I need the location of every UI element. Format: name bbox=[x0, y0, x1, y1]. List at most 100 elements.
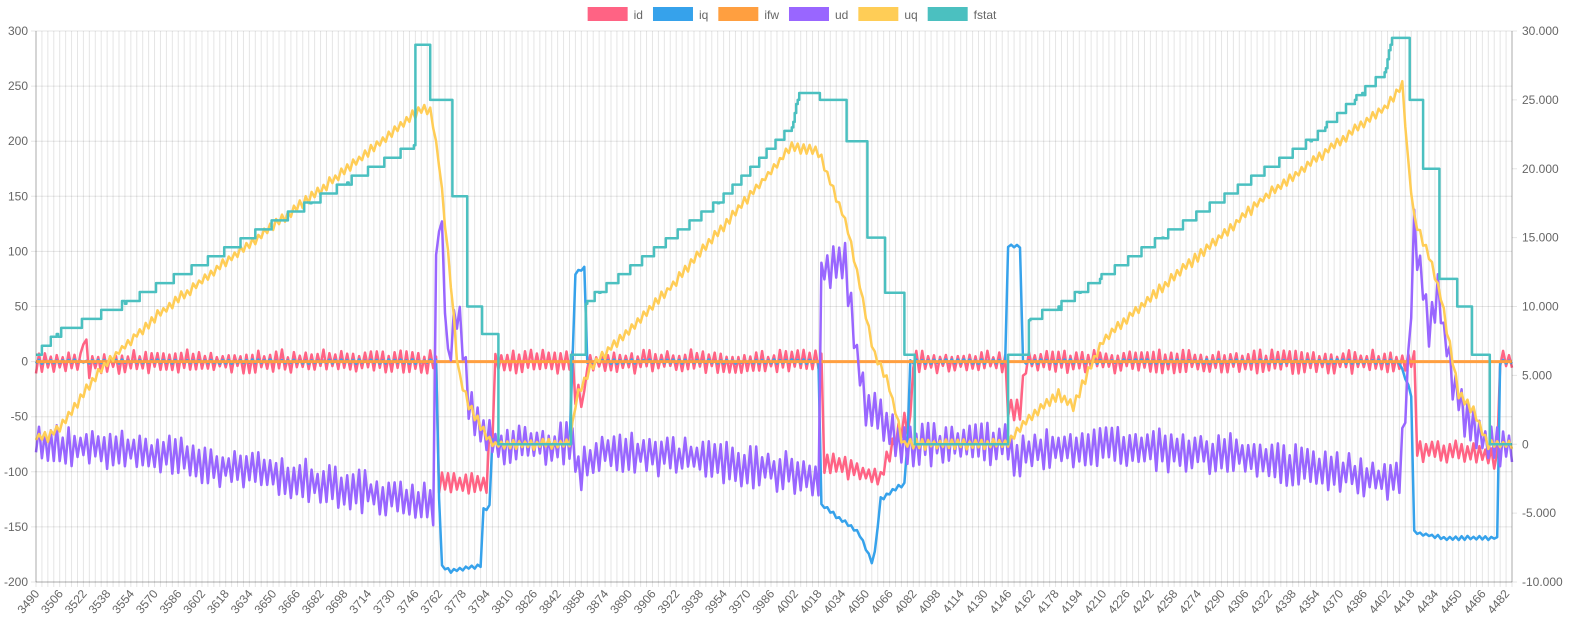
x-tick-label: 3986 bbox=[749, 587, 777, 617]
legend-label-id[interactable]: id bbox=[634, 8, 643, 22]
y-left-tick-label: 300 bbox=[8, 24, 28, 38]
x-tick-label: 4466 bbox=[1461, 587, 1489, 617]
x-tick-label: 3570 bbox=[133, 587, 161, 617]
x-tick-label: 3650 bbox=[252, 587, 280, 617]
legend-swatch-ifw[interactable] bbox=[718, 7, 759, 21]
y-left-tick-label: 250 bbox=[8, 79, 28, 93]
y-left-tick-label: 50 bbox=[15, 300, 29, 314]
x-tick-label: 3970 bbox=[726, 587, 754, 617]
series-line-fstat bbox=[36, 36, 1512, 446]
x-tick-label: 4146 bbox=[987, 587, 1015, 617]
x-tick-label: 4450 bbox=[1437, 587, 1465, 617]
y-right-tick-label: 25.000 bbox=[1522, 93, 1559, 107]
legend-swatch-iq[interactable] bbox=[652, 7, 693, 21]
x-tick-label: 4370 bbox=[1319, 587, 1347, 617]
y-left-tick-label: -100 bbox=[4, 465, 28, 479]
x-tick-label: 4402 bbox=[1366, 587, 1394, 617]
x-tick-label: 3858 bbox=[560, 587, 588, 617]
x-tick-label: 3922 bbox=[655, 587, 683, 617]
x-tick-label: 4098 bbox=[915, 587, 943, 617]
series-line-ud bbox=[34, 208, 1514, 527]
legend-label-iq[interactable]: iq bbox=[699, 8, 708, 22]
x-tick-label: 3586 bbox=[157, 587, 185, 617]
x-tick-label: 4386 bbox=[1342, 587, 1370, 617]
x-tick-label: 4034 bbox=[821, 587, 849, 617]
legend-label-ud[interactable]: ud bbox=[835, 8, 848, 22]
y-right-tick-label: 20.000 bbox=[1522, 162, 1559, 176]
x-tick-label: 3698 bbox=[323, 587, 351, 617]
y-right-tick-label: 30.000 bbox=[1522, 24, 1559, 38]
y-right-tick-label: -10.000 bbox=[1522, 575, 1563, 589]
x-tick-label: 3762 bbox=[417, 587, 445, 617]
x-tick-label: 3634 bbox=[228, 587, 256, 617]
x-tick-label: 4002 bbox=[773, 587, 801, 617]
legend-label-uq[interactable]: uq bbox=[904, 8, 917, 22]
legend-swatch-id[interactable] bbox=[587, 7, 628, 21]
x-tick-label: 4018 bbox=[797, 587, 825, 617]
series-line-id bbox=[34, 338, 1514, 495]
legend: id iq ifw ud uq fstat bbox=[587, 7, 997, 22]
y-right-tick-label: -5.000 bbox=[1522, 506, 1556, 520]
legend-swatch-uq[interactable] bbox=[858, 7, 899, 21]
x-tick-label: 4290 bbox=[1200, 587, 1228, 617]
x-tick-label: 3938 bbox=[678, 587, 706, 617]
x-tick-label: 3618 bbox=[204, 587, 232, 617]
x-tick-label: 3746 bbox=[394, 587, 422, 617]
x-tick-label: 4178 bbox=[1034, 587, 1062, 617]
series-layer bbox=[34, 36, 1514, 574]
x-tick-label: 3874 bbox=[583, 587, 611, 617]
x-tick-label: 3490 bbox=[14, 587, 42, 617]
x-tick-label: 4338 bbox=[1271, 587, 1299, 617]
y-left-tick-label: 200 bbox=[8, 134, 28, 148]
x-tick-label: 3890 bbox=[607, 587, 635, 617]
x-tick-label: 3506 bbox=[38, 587, 66, 617]
x-tick-label: 3842 bbox=[536, 587, 564, 617]
legend-label-ifw[interactable]: ifw bbox=[764, 8, 779, 22]
y-left-tick-label: -150 bbox=[4, 520, 28, 534]
x-tick-label: 3794 bbox=[465, 587, 493, 617]
x-tick-label: 3906 bbox=[631, 587, 659, 617]
x-tick-label: 3682 bbox=[299, 587, 327, 617]
y-right-tick-label: 0 bbox=[1522, 437, 1529, 451]
y-left-tick-label: 0 bbox=[21, 355, 28, 369]
y-left-tick-label: -50 bbox=[11, 410, 29, 424]
x-tick-label: 3810 bbox=[489, 587, 517, 617]
x-tick-label: 4434 bbox=[1413, 587, 1441, 617]
y-left-tick-label: -200 bbox=[4, 575, 28, 589]
y-left-tick-label: 100 bbox=[8, 244, 28, 258]
x-tick-label: 3730 bbox=[370, 587, 398, 617]
legend-swatch-ud[interactable] bbox=[788, 7, 829, 21]
x-tick-label: 3714 bbox=[346, 587, 374, 617]
x-tick-label: 4114 bbox=[940, 587, 968, 616]
x-tick-label: 4226 bbox=[1105, 587, 1133, 617]
legend-label-fstat[interactable]: fstat bbox=[974, 8, 997, 22]
x-tick-label: 4050 bbox=[844, 587, 872, 617]
grid-lines bbox=[31, 30, 1517, 587]
x-tick-label: 4322 bbox=[1247, 587, 1275, 617]
x-tick-label: 4242 bbox=[1129, 587, 1157, 617]
x-tick-label: 4354 bbox=[1295, 587, 1323, 617]
y-left-tick-label: 150 bbox=[8, 189, 28, 203]
series-line-iq bbox=[35, 243, 1513, 574]
x-tick-label: 4130 bbox=[963, 587, 991, 617]
series-line-uq bbox=[34, 79, 1514, 451]
x-tick-label: 3522 bbox=[62, 587, 90, 617]
y-right-tick-label: 15.000 bbox=[1522, 231, 1559, 245]
y-right-tick-label: 10.000 bbox=[1522, 300, 1559, 314]
legend-swatch-fstat[interactable] bbox=[927, 7, 968, 21]
x-tick-label: 3538 bbox=[86, 587, 114, 617]
x-tick-label: 4082 bbox=[892, 587, 920, 617]
x-tick-label: 4482 bbox=[1484, 587, 1512, 617]
x-tick-label: 3602 bbox=[180, 587, 208, 617]
x-tick-label: 4274 bbox=[1176, 587, 1204, 617]
x-tick-label: 4210 bbox=[1081, 587, 1109, 617]
y-right-tick-label: 5.000 bbox=[1522, 368, 1552, 382]
x-tick-label: 4194 bbox=[1058, 587, 1086, 617]
x-tick-label: 3554 bbox=[109, 587, 137, 617]
x-tick-label: 3778 bbox=[441, 587, 469, 617]
x-tick-label: 4162 bbox=[1010, 587, 1038, 617]
x-tick-label: 4418 bbox=[1390, 587, 1418, 617]
x-tick-label: 3666 bbox=[275, 587, 303, 617]
